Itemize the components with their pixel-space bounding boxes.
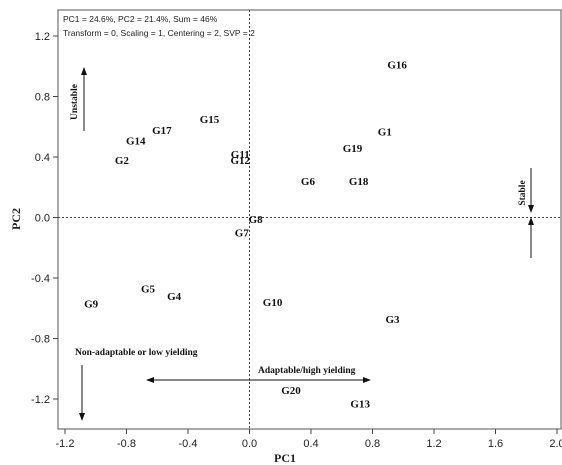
genotype-label-g15: G15: [200, 114, 220, 126]
info-line-1: PC1 = 24.6%, PC2 = 21.4%, Sum = 46%: [63, 14, 218, 24]
genotype-label-g13: G13: [350, 399, 370, 411]
adaptable-label: Adaptable/high yielding: [258, 366, 356, 376]
genotype-label-g5: G5: [141, 284, 156, 296]
y-axis-ticks: -1.2 -0.8 -0.4 0.0 0.4 0.8 1.2: [31, 31, 58, 406]
genotype-label-g4: G4: [167, 291, 182, 303]
y-tick-label: 0.0: [35, 213, 50, 225]
genotype-label-g7: G7: [235, 228, 250, 240]
x-tick-label: 0.4: [303, 438, 318, 450]
stable-arrowhead-down: [528, 205, 534, 213]
genotype-label-g8: G8: [249, 214, 264, 226]
genotype-label-g1: G1: [378, 126, 392, 138]
x-tick-label: -0.4: [179, 438, 198, 450]
adaptable-arrowhead-right: [363, 377, 371, 383]
y-tick-label: -1.2: [31, 394, 50, 406]
genotype-label-g11: G11: [231, 149, 250, 161]
non-adaptable-arrowhead: [79, 413, 85, 421]
non-adaptable-label: Non-adaptable or low yielding: [75, 348, 198, 358]
genotype-label-g12: G12: [230, 155, 250, 167]
stable-label: Stable: [518, 180, 528, 205]
unstable-label: Unstable: [70, 84, 80, 120]
y-tick-label: 0.8: [35, 92, 50, 104]
genotype-label-g17: G17: [152, 125, 172, 137]
plot-frame: [57, 9, 562, 430]
x-axis-ticks: -1.2 -0.8 -0.4 0.0 0.4 0.8 1.2 1.6 2.0: [56, 429, 562, 450]
genotype-label-g14: G14: [126, 135, 146, 147]
genotype-label-g16: G16: [387, 60, 407, 72]
y-tick-label: -0.4: [31, 273, 50, 285]
genotype-label-g2: G2: [115, 155, 130, 167]
x-tick-label: 0.0: [242, 438, 257, 450]
genotype-label-g6: G6: [301, 176, 316, 188]
unstable-arrowhead: [81, 67, 87, 75]
reference-lines: [58, 10, 561, 429]
x-tick-label: 1.6: [488, 438, 503, 450]
genotype-label-g18: G18: [349, 176, 369, 188]
x-tick-label: 2.0: [549, 438, 562, 450]
y-tick-label: 0.4: [35, 152, 50, 164]
genotype-label-g20: G20: [281, 385, 301, 397]
genotype-label-g9: G9: [84, 299, 99, 311]
genotype-label-g10: G10: [263, 297, 283, 309]
x-axis-title: PC1: [274, 451, 296, 465]
x-tick-label: 1.2: [426, 438, 441, 450]
x-tick-label: -1.2: [56, 438, 75, 450]
info-line-2: Transform = 0, Scaling = 1, Centering = …: [63, 28, 255, 38]
adaptable-arrowhead-left: [146, 377, 154, 383]
annotations: Unstable Stable Non-adaptable or low yield…: [70, 67, 534, 421]
x-tick-label: -0.8: [117, 438, 136, 450]
y-tick-label: -0.8: [31, 334, 50, 346]
y-axis-title: PC2: [9, 208, 23, 230]
genotype-label-g3: G3: [385, 314, 400, 326]
genotype-label-g19: G19: [343, 143, 363, 155]
y-tick-label: 1.2: [35, 31, 50, 43]
x-tick-label: 0.8: [365, 438, 380, 450]
stable-arrowhead-up: [528, 217, 534, 225]
